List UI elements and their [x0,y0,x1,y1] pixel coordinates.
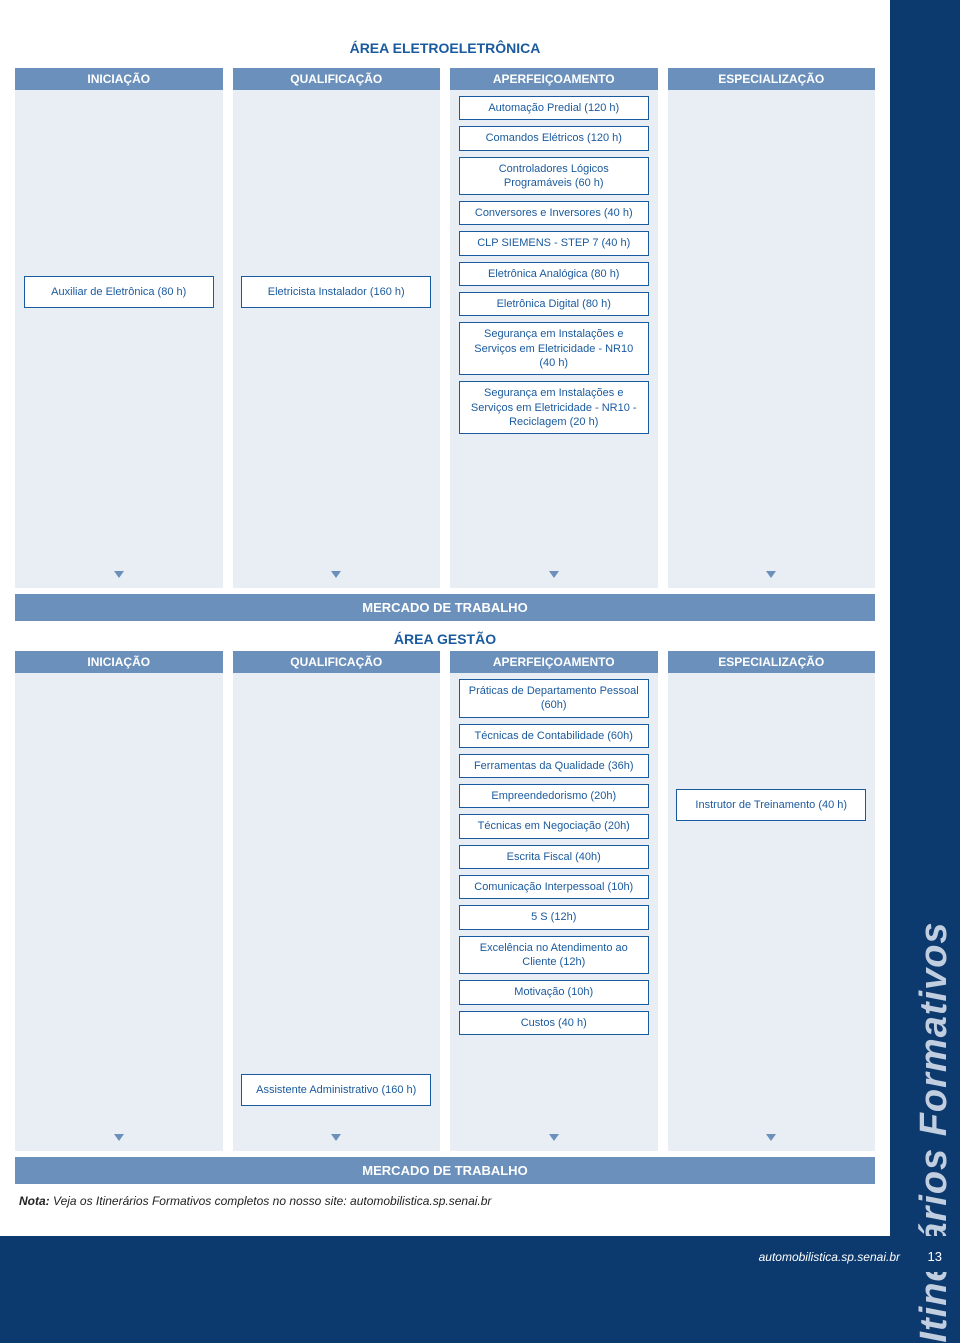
arrow-down-icon [549,571,559,578]
course-node: Eletricista Instalador (160 h) [241,276,431,308]
col-body: Automação Predial (120 h) Comandos Elétr… [450,90,658,588]
col-body: Instrutor de Treinamento (40 h) [668,673,876,1151]
arrow-down-icon [766,571,776,578]
area1-col-iniciacao: INICIAÇÃO Auxiliar de Eletrônica (80 h) [15,68,223,588]
course-node: Eletrônica Digital (80 h) [459,292,649,316]
footer-page-number: 13 [928,1249,942,1264]
area1-col-qualificacao: QUALIFICAÇÃO Eletricista Instalador (160… [233,68,441,588]
area1-col-especializacao: ESPECIALIZAÇÃO [668,68,876,588]
course-node: 5 S (12h) [459,905,649,929]
course-node: Controladores Lógicos Programáveis (60 h… [459,157,649,196]
course-node: CLP SIEMENS - STEP 7 (40 h) [459,231,649,255]
col-body: Práticas de Departamento Pessoal (60h) T… [450,673,658,1151]
course-node: Técnicas em Negociação (20h) [459,814,649,838]
course-node: Assistente Administrativo (160 h) [241,1074,431,1106]
area1-col-aperfeicoamento: APERFEIÇOAMENTO Automação Predial (120 h… [450,68,658,588]
course-node: Comunicação Interpessoal (10h) [459,875,649,899]
course-node: Ferramentas da Qualidade (36h) [459,754,649,778]
arrow-down-icon [114,571,124,578]
course-node: Excelência no Atendimento ao Cliente (12… [459,936,649,975]
page-content: ÁREA ELETROELETRÔNICA INICIAÇÃO Auxiliar… [0,0,890,1272]
course-node: Automação Predial (120 h) [459,96,649,120]
course-node: Escrita Fiscal (40h) [459,845,649,869]
course-node: Custos (40 h) [459,1011,649,1035]
col-header: ESPECIALIZAÇÃO [668,68,876,90]
area2-col-qualificacao: QUALIFICAÇÃO Assistente Administrativo (… [233,651,441,1151]
col-header: QUALIFICAÇÃO [233,68,441,90]
area2-columns: INICIAÇÃO QUALIFICAÇÃO Assistente Admini… [15,651,875,1151]
col-body [15,673,223,1151]
area1-columns: INICIAÇÃO Auxiliar de Eletrônica (80 h) … [15,68,875,588]
course-node: Práticas de Departamento Pessoal (60h) [459,679,649,718]
course-node: Técnicas de Contabilidade (60h) [459,724,649,748]
col-header: QUALIFICAÇÃO [233,651,441,673]
course-node: Motivação (10h) [459,980,649,1004]
course-node: Conversores e Inversores (40 h) [459,201,649,225]
course-node: Segurança em Instalações e Serviços em E… [459,322,649,375]
col-header: APERFEIÇOAMENTO [450,651,658,673]
course-node: Auxiliar de Eletrônica (80 h) [24,276,214,308]
course-node: Instrutor de Treinamento (40 h) [676,789,866,821]
area1-title: ÁREA ELETROELETRÔNICA [15,40,875,56]
nota-text: Nota: Veja os Itinerários Formativos com… [19,1194,875,1208]
area2-col-iniciacao: INICIAÇÃO [15,651,223,1151]
col-body: Eletricista Instalador (160 h) [233,90,441,588]
arrow-down-icon [331,571,341,578]
area2-col-especializacao: ESPECIALIZAÇÃO Instrutor de Treinamento … [668,651,876,1151]
arrow-down-icon [549,1134,559,1141]
arrow-down-icon [331,1134,341,1141]
course-node: Eletrônica Analógica (80 h) [459,262,649,286]
col-header: ESPECIALIZAÇÃO [668,651,876,673]
nota-body: Veja os Itinerários Formativos completos… [50,1194,492,1208]
nota-prefix: Nota: [19,1194,50,1208]
col-body [668,90,876,588]
col-header: INICIAÇÃO [15,68,223,90]
sidebar-title: Itinerários Formativos [913,921,956,1342]
course-node: Comandos Elétricos (120 h) [459,126,649,150]
arrow-down-icon [766,1134,776,1141]
area2-title: ÁREA GESTÃO [15,631,875,647]
footer-site: automobilistica.sp.senai.br [759,1250,900,1264]
footer-bar: automobilistica.sp.senai.br 13 [0,1236,960,1272]
content-wrapper: ÁREA ELETROELETRÔNICA INICIAÇÃO Auxiliar… [15,0,875,1208]
course-node: Empreendedorismo (20h) [459,784,649,808]
col-body: Assistente Administrativo (160 h) [233,673,441,1151]
col-header: INICIAÇÃO [15,651,223,673]
area2-col-aperfeicoamento: APERFEIÇOAMENTO Práticas de Departamento… [450,651,658,1151]
col-body: Auxiliar de Eletrônica (80 h) [15,90,223,588]
course-node: Segurança em Instalações e Serviços em E… [459,381,649,434]
col-header: APERFEIÇOAMENTO [450,68,658,90]
mercado-bar: MERCADO DE TRABALHO [15,594,875,621]
mercado-bar: MERCADO DE TRABALHO [15,1157,875,1184]
arrow-down-icon [114,1134,124,1141]
